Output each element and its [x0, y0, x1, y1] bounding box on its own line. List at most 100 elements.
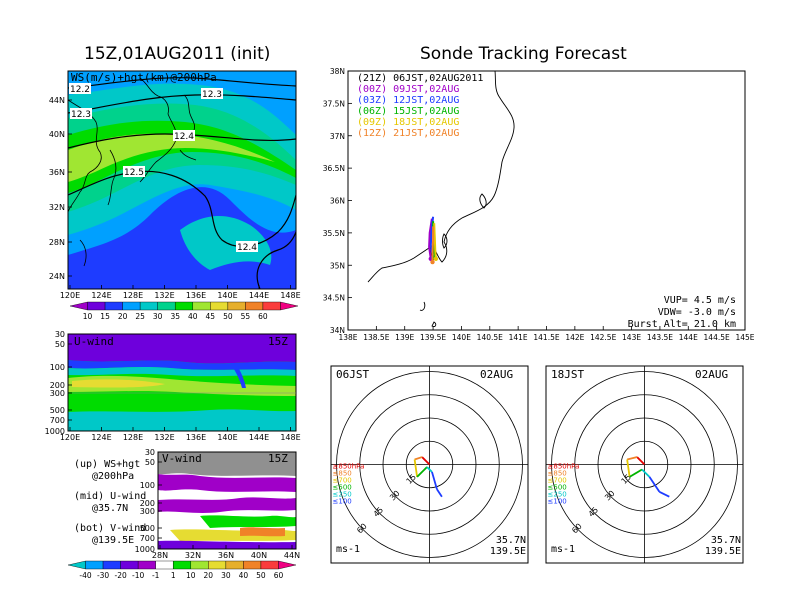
y-tick-label: 1000	[45, 427, 65, 436]
colorbar-swatch	[69, 301, 88, 311]
y-tick-label: 24N	[49, 272, 65, 281]
hodo-segment	[648, 476, 661, 493]
legend-text: 18JST,02AUG	[393, 117, 460, 128]
hgt-contour-12.3	[68, 94, 296, 114]
colorbar-tick-label: 15	[100, 312, 110, 321]
hodo-right-unit: ms-1	[551, 544, 576, 555]
x-tick-label: 138.5E	[363, 333, 389, 342]
v-band-low	[158, 540, 296, 549]
x-tick-label: 144E	[249, 291, 269, 300]
colorbar-swatch	[173, 560, 191, 570]
y-tick-label: 30	[145, 448, 155, 457]
u-band-dip	[232, 364, 246, 388]
x-tick-label: 128E	[123, 433, 143, 442]
track-map-frame	[347, 70, 746, 331]
hgt-contour-12.2	[68, 77, 296, 89]
note-bot: (bot) V-wind @139.5E	[74, 523, 146, 547]
colorbar-swatch	[122, 301, 141, 311]
legend-code: (06Z)	[357, 106, 388, 117]
contour-label-box	[123, 166, 145, 177]
x-tick-label: 124E	[91, 291, 111, 300]
colorbar-swatch	[120, 560, 139, 570]
colorbar-swatch	[192, 301, 211, 311]
colorbar-tick-label: 50	[256, 571, 266, 580]
y-tick-label: 40N	[49, 130, 65, 139]
v-x-axis: 28N 32N 36N 40N 44N	[152, 545, 300, 560]
x-tick-label: 44N	[284, 551, 300, 560]
y-tick-label: 44N	[49, 96, 65, 105]
hodo-level-label: ≤500	[333, 484, 352, 492]
legend-text: 12JST,02AUG	[393, 95, 460, 106]
hodo-segment	[431, 471, 438, 490]
colorbar-tick-label: 60	[274, 571, 284, 580]
colorbar-tick-label: -40	[79, 571, 91, 580]
y-tick-label: 100	[140, 481, 155, 490]
y-tick-label: 50	[55, 340, 65, 349]
param-vup: VUP= 4.5 m/s	[663, 295, 736, 306]
x-tick-label: 144.5E	[704, 333, 730, 342]
colorbar-swatch	[175, 301, 193, 311]
hodo-segment	[436, 488, 443, 498]
note-mid: (mid) U-wind @35.7N	[74, 491, 146, 515]
x-tick-label: 143E	[622, 333, 641, 342]
y-tick-label: 200	[50, 381, 65, 390]
x-tick-label: 132E	[154, 291, 174, 300]
u-wind-label: U-wind	[74, 335, 114, 348]
hodo-segment	[658, 490, 670, 498]
track-legend-item: (12Z) 21JST,02AUG	[357, 128, 483, 139]
x-tick-label: 32N	[185, 551, 201, 560]
hodo-level-label: ≤500	[548, 484, 567, 492]
colorbar-swatch	[262, 301, 281, 311]
y-tick-label: 300	[50, 389, 65, 398]
track-legend: (21Z) 06JST,02AUG2011 (00Z) 09JST,02AUG …	[357, 73, 483, 139]
x-tick-label: 28N	[152, 551, 168, 560]
colorbar-swatch	[155, 560, 174, 570]
colorbar-tick-label: -1	[152, 571, 160, 580]
right-title: Sonde Tracking Forecast	[420, 44, 627, 64]
y-tick-label: 32N	[49, 203, 65, 212]
x-tick-label: 145E	[735, 333, 754, 342]
colorbar-swatch	[260, 560, 279, 570]
x-tick-label: 124E	[91, 433, 111, 442]
hodo-segment	[426, 466, 433, 473]
hodo-segment	[421, 456, 431, 466]
y-tick-label: 34N	[330, 326, 345, 335]
track-x-axis: 138E 138.5E 139E 139.5E 140E 140.5E 141E 141.5E…	[338, 326, 755, 342]
track-legend-item: (21Z) 06JST,02AUG2011	[357, 73, 483, 84]
track-legend-item: (00Z) 09JST,02AUG	[357, 84, 483, 95]
y-tick-label: 700	[50, 416, 65, 425]
note-mid-line1: (mid) U-wind	[74, 491, 147, 502]
ws-band-bottom	[68, 271, 296, 289]
hodo-level-label: ≤850	[333, 470, 352, 478]
x-tick-label: 136E	[186, 291, 206, 300]
hodo-segment	[416, 466, 428, 478]
landing-point	[433, 256, 439, 261]
u-band-low	[68, 409, 296, 431]
v-wind-frame	[157, 451, 297, 550]
hodo-segment	[413, 459, 418, 478]
y-tick-label: 37N	[330, 132, 345, 141]
x-tick-label: 142.5E	[590, 333, 616, 342]
note-bot-line1: (bot) V-wind	[74, 523, 147, 534]
hodo-right-loc: 35.7N 139.5E	[705, 535, 741, 557]
hodo-segment	[626, 456, 638, 461]
hodo-level-label: ≥850hPa	[548, 463, 580, 471]
y-tick-label: 36N	[330, 197, 345, 206]
hodo-segment	[636, 456, 646, 466]
colorbar-tick-label: 50	[223, 312, 233, 321]
colorbar-tick-label: 40	[188, 312, 198, 321]
ws-band-40	[68, 133, 275, 182]
colorbar-tick-label: -10	[132, 571, 144, 580]
contour-label: 12.2	[70, 85, 90, 95]
hodo-level-label: ≤250	[333, 491, 352, 499]
y-tick-label: 500	[50, 406, 65, 415]
y-tick-label: 1000	[135, 545, 155, 554]
colorbar-tick-label: 35	[170, 312, 180, 321]
v-wind-label: V-wind	[162, 452, 202, 465]
legend-code: (00Z)	[357, 84, 388, 95]
